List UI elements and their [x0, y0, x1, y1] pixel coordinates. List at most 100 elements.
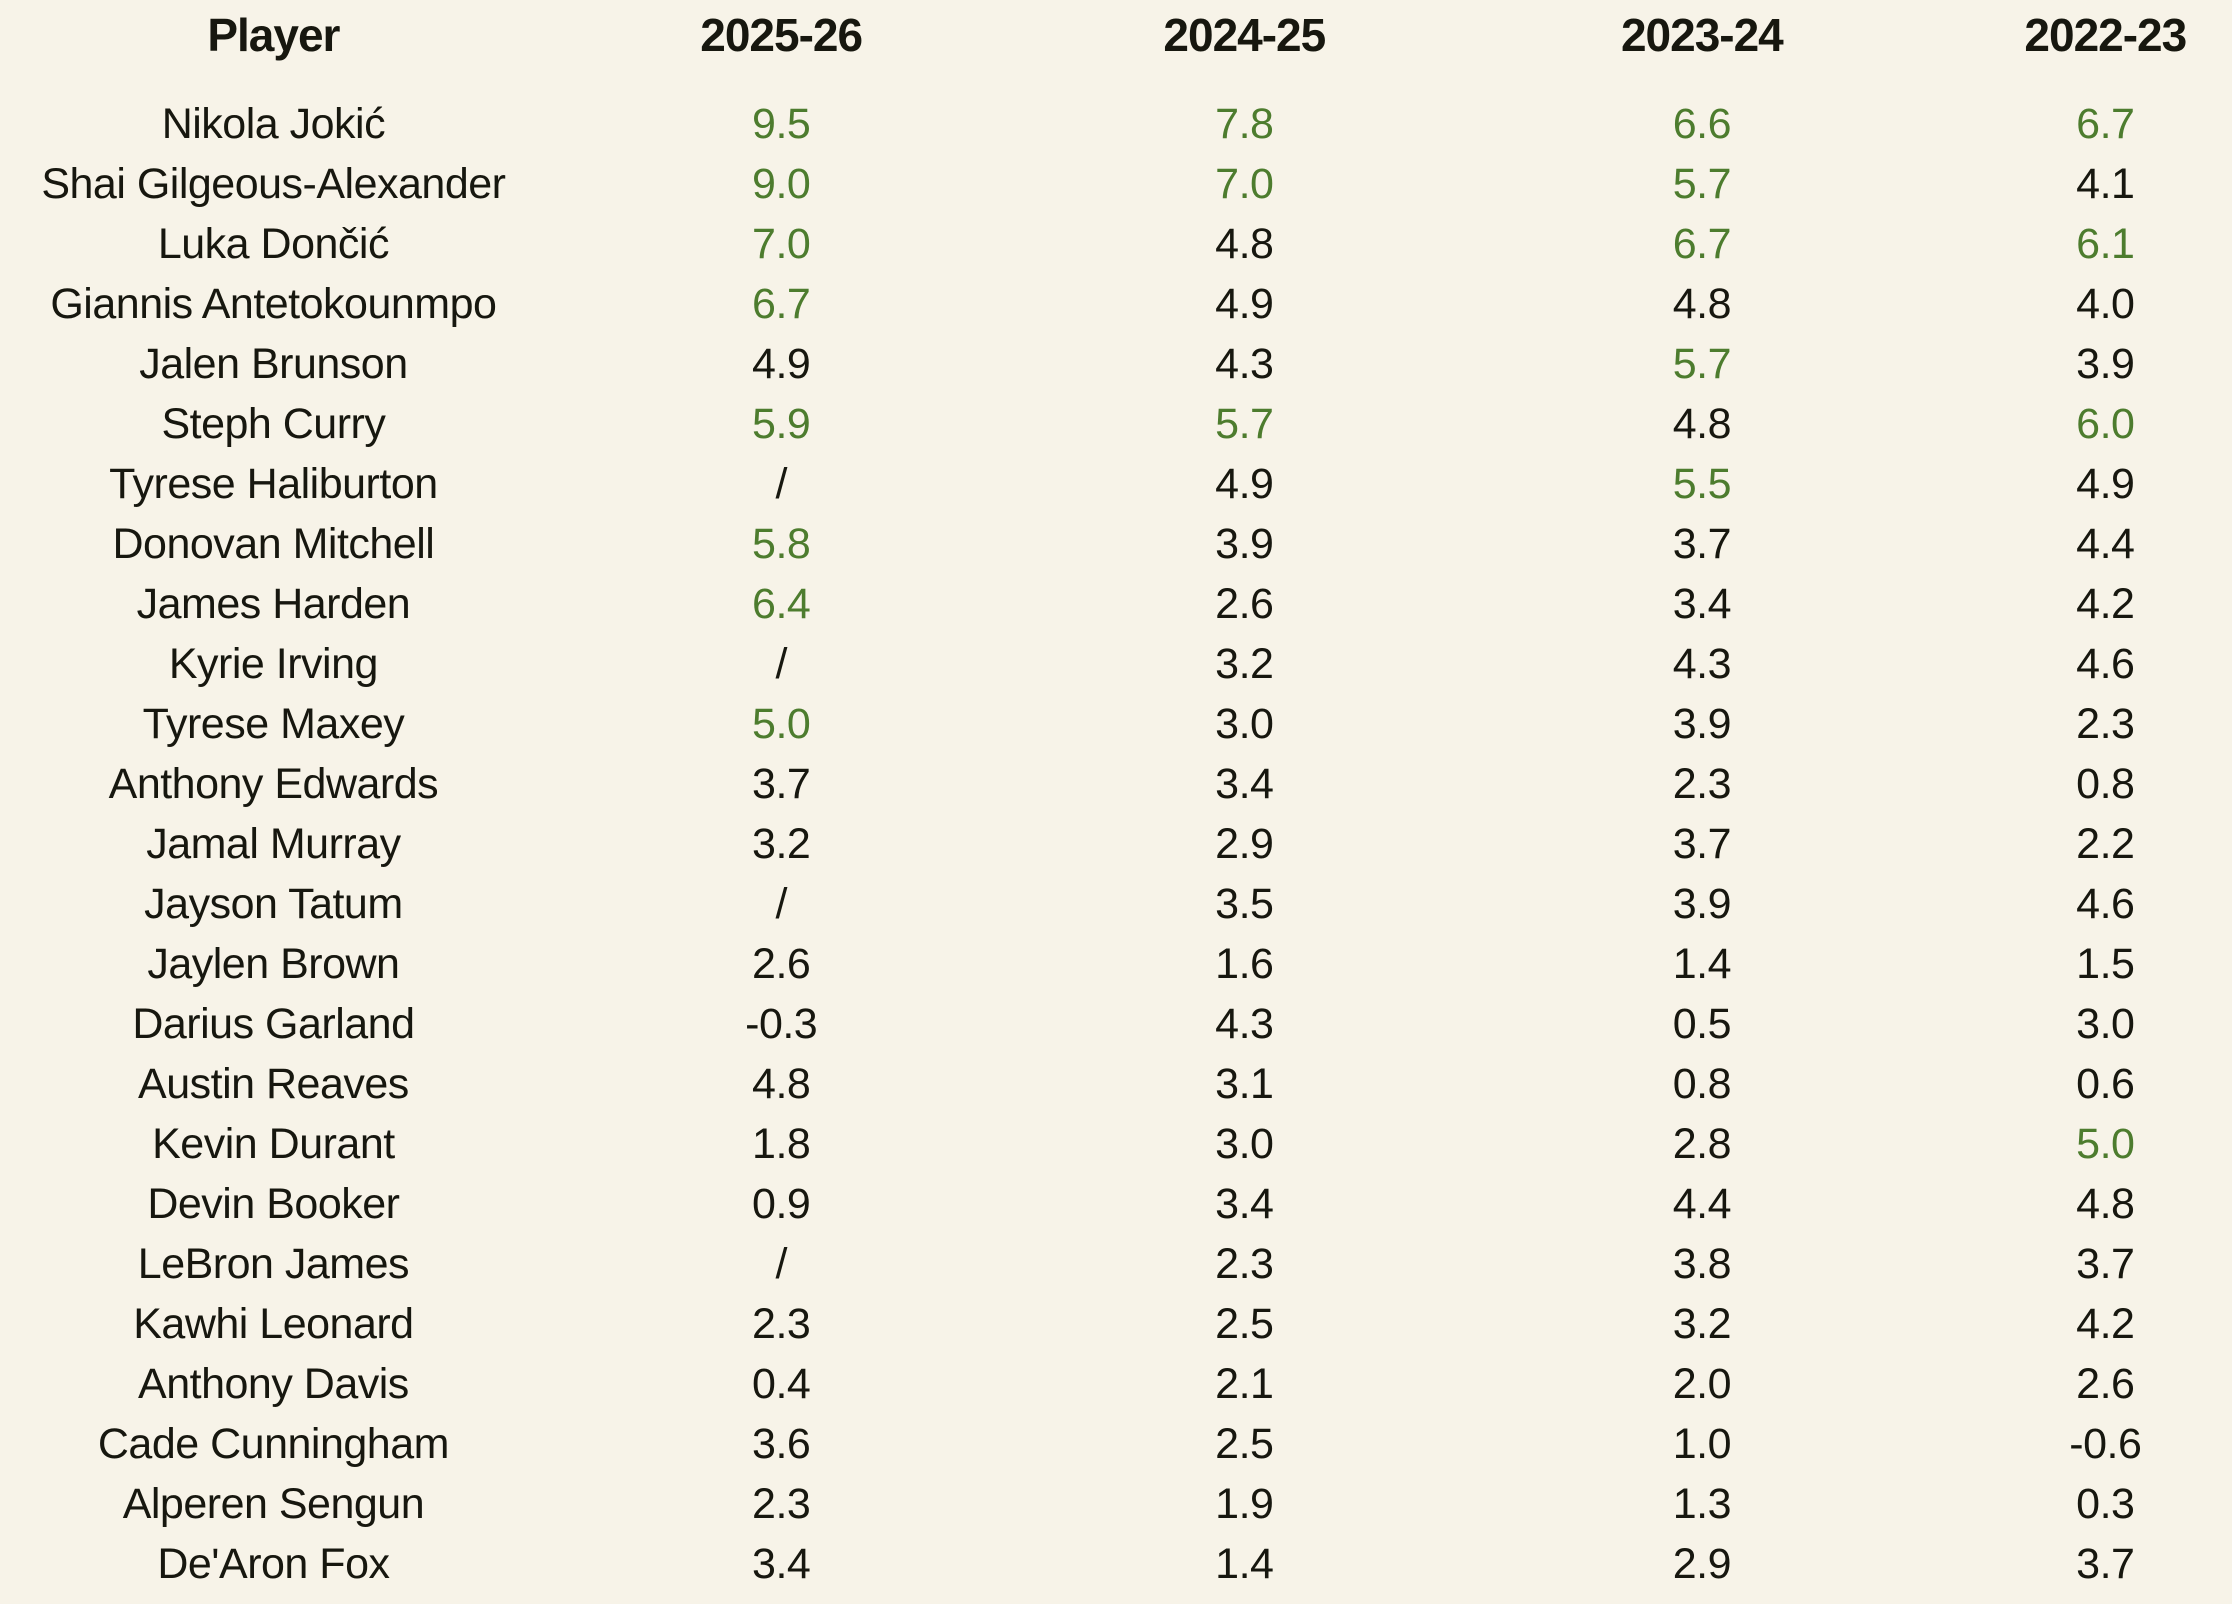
season-value: 4.4: [2076, 519, 2135, 568]
season-value: 2.3: [752, 1299, 811, 1348]
season-value: 4.3: [1672, 639, 1732, 688]
season-value: 1.6: [1215, 939, 1274, 988]
season-value: 4.4: [1672, 1179, 1732, 1228]
season-value: 2.3: [1215, 1239, 1274, 1288]
season-value: 6.7: [2076, 99, 2135, 148]
table-row: Cade Cunningham 3.6 2.5 1.0 -0.6: [0, 1414, 2232, 1474]
season-value: 6.7: [1672, 219, 1732, 268]
season-value: 0.5: [1672, 999, 1732, 1048]
season-value: -0.6: [2069, 1419, 2142, 1468]
season-value: 3.8: [1672, 1239, 1732, 1288]
season-value: 3.6: [752, 1419, 811, 1468]
player-name: Tyrese Haliburton: [109, 459, 438, 508]
season-value: 3.4: [1215, 1179, 1274, 1228]
season-value: 6.6: [1672, 99, 1732, 148]
header-row: Player 2025-26 2024-25 2023-24 2022-23: [0, 0, 2232, 94]
table-header: Player 2025-26 2024-25 2023-24 2022-23: [0, 0, 2232, 94]
season-value: 6.0: [2076, 399, 2135, 448]
season-value: 3.9: [1215, 519, 1274, 568]
season-value: 3.5: [1215, 879, 1274, 928]
season-value: 7.0: [752, 219, 811, 268]
column-header-2024-25: 2024-25: [1163, 9, 1326, 61]
season-value: 5.7: [1215, 399, 1274, 448]
season-value: 6.4: [752, 579, 811, 628]
season-value: 0.8: [2076, 759, 2135, 808]
season-value: 3.9: [2076, 339, 2135, 388]
season-value: 0.3: [2076, 1479, 2135, 1528]
season-value: 0.8: [1672, 1059, 1732, 1108]
season-value: 4.6: [2076, 639, 2135, 688]
player-name: Devin Booker: [147, 1179, 400, 1228]
player-name: Giannis Antetokounmpo: [50, 279, 497, 328]
table-row: Darius Garland -0.3 4.3 0.5 3.0: [0, 994, 2232, 1054]
table-row: Tyrese Maxey 5.0 3.0 3.9 2.3: [0, 694, 2232, 754]
season-value: 4.9: [1215, 459, 1274, 508]
player-name: Darius Garland: [132, 999, 415, 1048]
player-name: Jaylen Brown: [147, 939, 400, 988]
season-value: 1.4: [1672, 939, 1732, 988]
season-value: 2.3: [752, 1479, 811, 1528]
season-value: /: [775, 1239, 787, 1288]
season-value: 5.7: [1672, 159, 1732, 208]
season-value: 3.4: [1215, 759, 1274, 808]
season-value: 6.1: [2076, 219, 2135, 268]
player-name: Alperen Sengun: [122, 1479, 425, 1528]
season-value: 1.3: [1672, 1479, 1732, 1528]
table-row: Giannis Antetokounmpo 6.7 4.9 4.8 4.0: [0, 274, 2232, 334]
season-value: 3.9: [1672, 879, 1732, 928]
season-value: 4.2: [2076, 579, 2135, 628]
season-value: 5.8: [752, 519, 811, 568]
season-value: 4.9: [752, 339, 811, 388]
season-value: 1.0: [1672, 1419, 1732, 1468]
season-value: 3.2: [1672, 1299, 1732, 1348]
season-value: 2.8: [1672, 1119, 1732, 1168]
season-value: 4.3: [1215, 999, 1274, 1048]
table-row: Austin Reaves 4.8 3.1 0.8 0.6: [0, 1054, 2232, 1114]
season-value: 3.7: [2076, 1239, 2135, 1288]
table-row: Kyrie Irving / 3.2 4.3 4.6: [0, 634, 2232, 694]
player-name: Cade Cunningham: [97, 1419, 450, 1468]
player-name: De'Aron Fox: [157, 1539, 390, 1588]
season-value: /: [775, 879, 787, 928]
season-value: 2.6: [752, 939, 811, 988]
player-name: Jamal Murray: [146, 819, 401, 868]
season-value: 2.3: [1672, 759, 1732, 808]
season-value: 2.0: [1672, 1359, 1732, 1408]
column-header-2025-26: 2025-26: [700, 9, 863, 61]
player-name: James Harden: [136, 579, 411, 628]
player-name: Tyrese Maxey: [142, 699, 405, 748]
table-row: Luka Dončić 7.0 4.8 6.7 6.1: [0, 214, 2232, 274]
season-value: 1.5: [2076, 939, 2135, 988]
season-value: 3.7: [1672, 819, 1732, 868]
table-row: Donovan Mitchell 5.8 3.9 3.7 4.4: [0, 514, 2232, 574]
player-name: Kyrie Irving: [168, 639, 379, 688]
season-value: 2.5: [1215, 1419, 1274, 1468]
season-value: 5.0: [752, 699, 811, 748]
table-row: Kevin Durant 1.8 3.0 2.8 5.0: [0, 1114, 2232, 1174]
season-value: 2.5: [1215, 1299, 1274, 1348]
player-name: Donovan Mitchell: [112, 519, 435, 568]
season-value: 5.9: [752, 399, 811, 448]
season-value: 2.9: [1672, 1539, 1732, 1588]
table-row: Jalen Brunson 4.9 4.3 5.7 3.9: [0, 334, 2232, 394]
table-row: Nikola Jokić 9.5 7.8 6.6 6.7: [0, 94, 2232, 154]
table-row: Shai Gilgeous-Alexander 9.0 7.0 5.7 4.1: [0, 154, 2232, 214]
season-value: 2.2: [2076, 819, 2135, 868]
season-value: 5.0: [2076, 1119, 2135, 1168]
season-value: 7.8: [1215, 99, 1274, 148]
season-value: 4.2: [2076, 1299, 2135, 1348]
table-row: Anthony Edwards 3.7 3.4 2.3 0.8: [0, 754, 2232, 814]
season-value: 0.9: [752, 1179, 811, 1228]
table-row: Tyrese Haliburton / 4.9 5.5 4.9: [0, 454, 2232, 514]
season-value: 3.2: [752, 819, 811, 868]
season-value: 3.7: [2076, 1539, 2135, 1588]
table-row: De'Aron Fox 3.4 1.4 2.9 3.7: [0, 1534, 2232, 1594]
season-value: 4.1: [2076, 159, 2135, 208]
season-value: 4.8: [752, 1059, 811, 1108]
season-value: 2.6: [2076, 1359, 2135, 1408]
season-value: 2.9: [1215, 819, 1274, 868]
table-body: Nikola Jokić 9.5 7.8 6.6 6.7 Shai Gilgeous-Al…: [0, 94, 2232, 1594]
player-name: Luka Dončić: [157, 219, 390, 268]
player-name: Jalen Brunson: [139, 339, 408, 388]
